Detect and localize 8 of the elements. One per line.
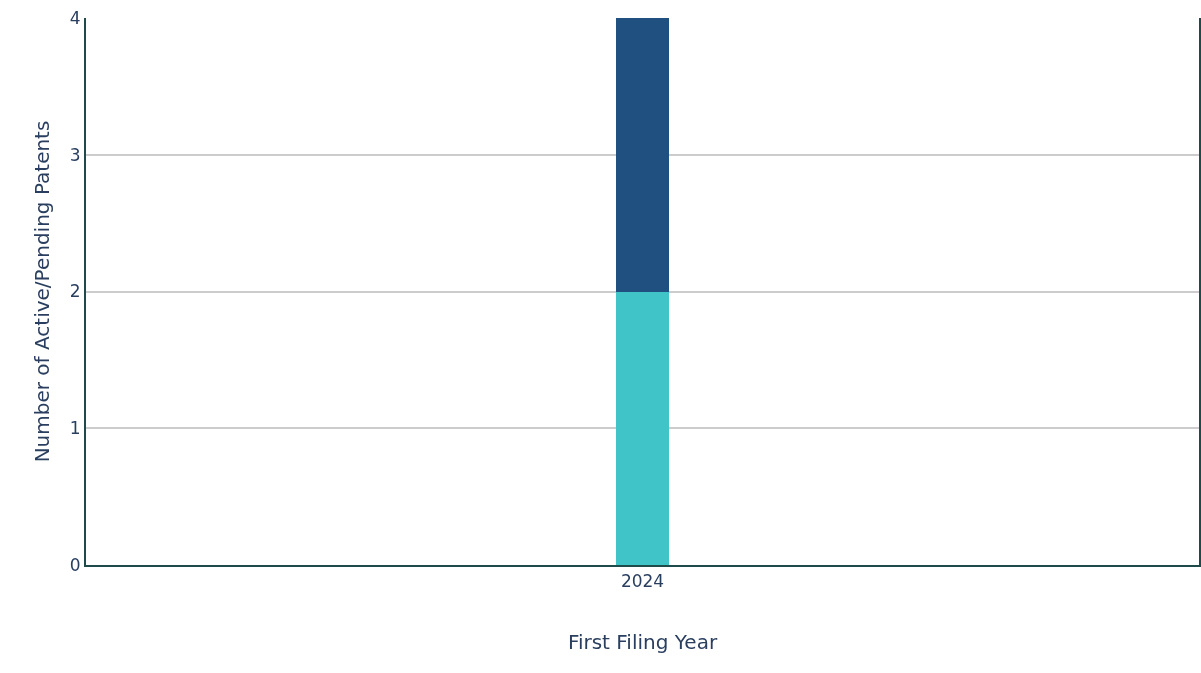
x-tick-label: 2024	[620, 571, 665, 592]
y-tick-label: 3	[69, 144, 81, 165]
x-axis-title: First Filing Year	[567, 630, 718, 655]
y-tick-label: 4	[69, 7, 81, 28]
y-tick-label: 1	[69, 418, 81, 439]
y-tick-label: 0	[69, 554, 81, 575]
y-axis-title: Number of Active/Pending Patents	[29, 120, 54, 463]
y-tick-label: 2	[69, 281, 81, 302]
